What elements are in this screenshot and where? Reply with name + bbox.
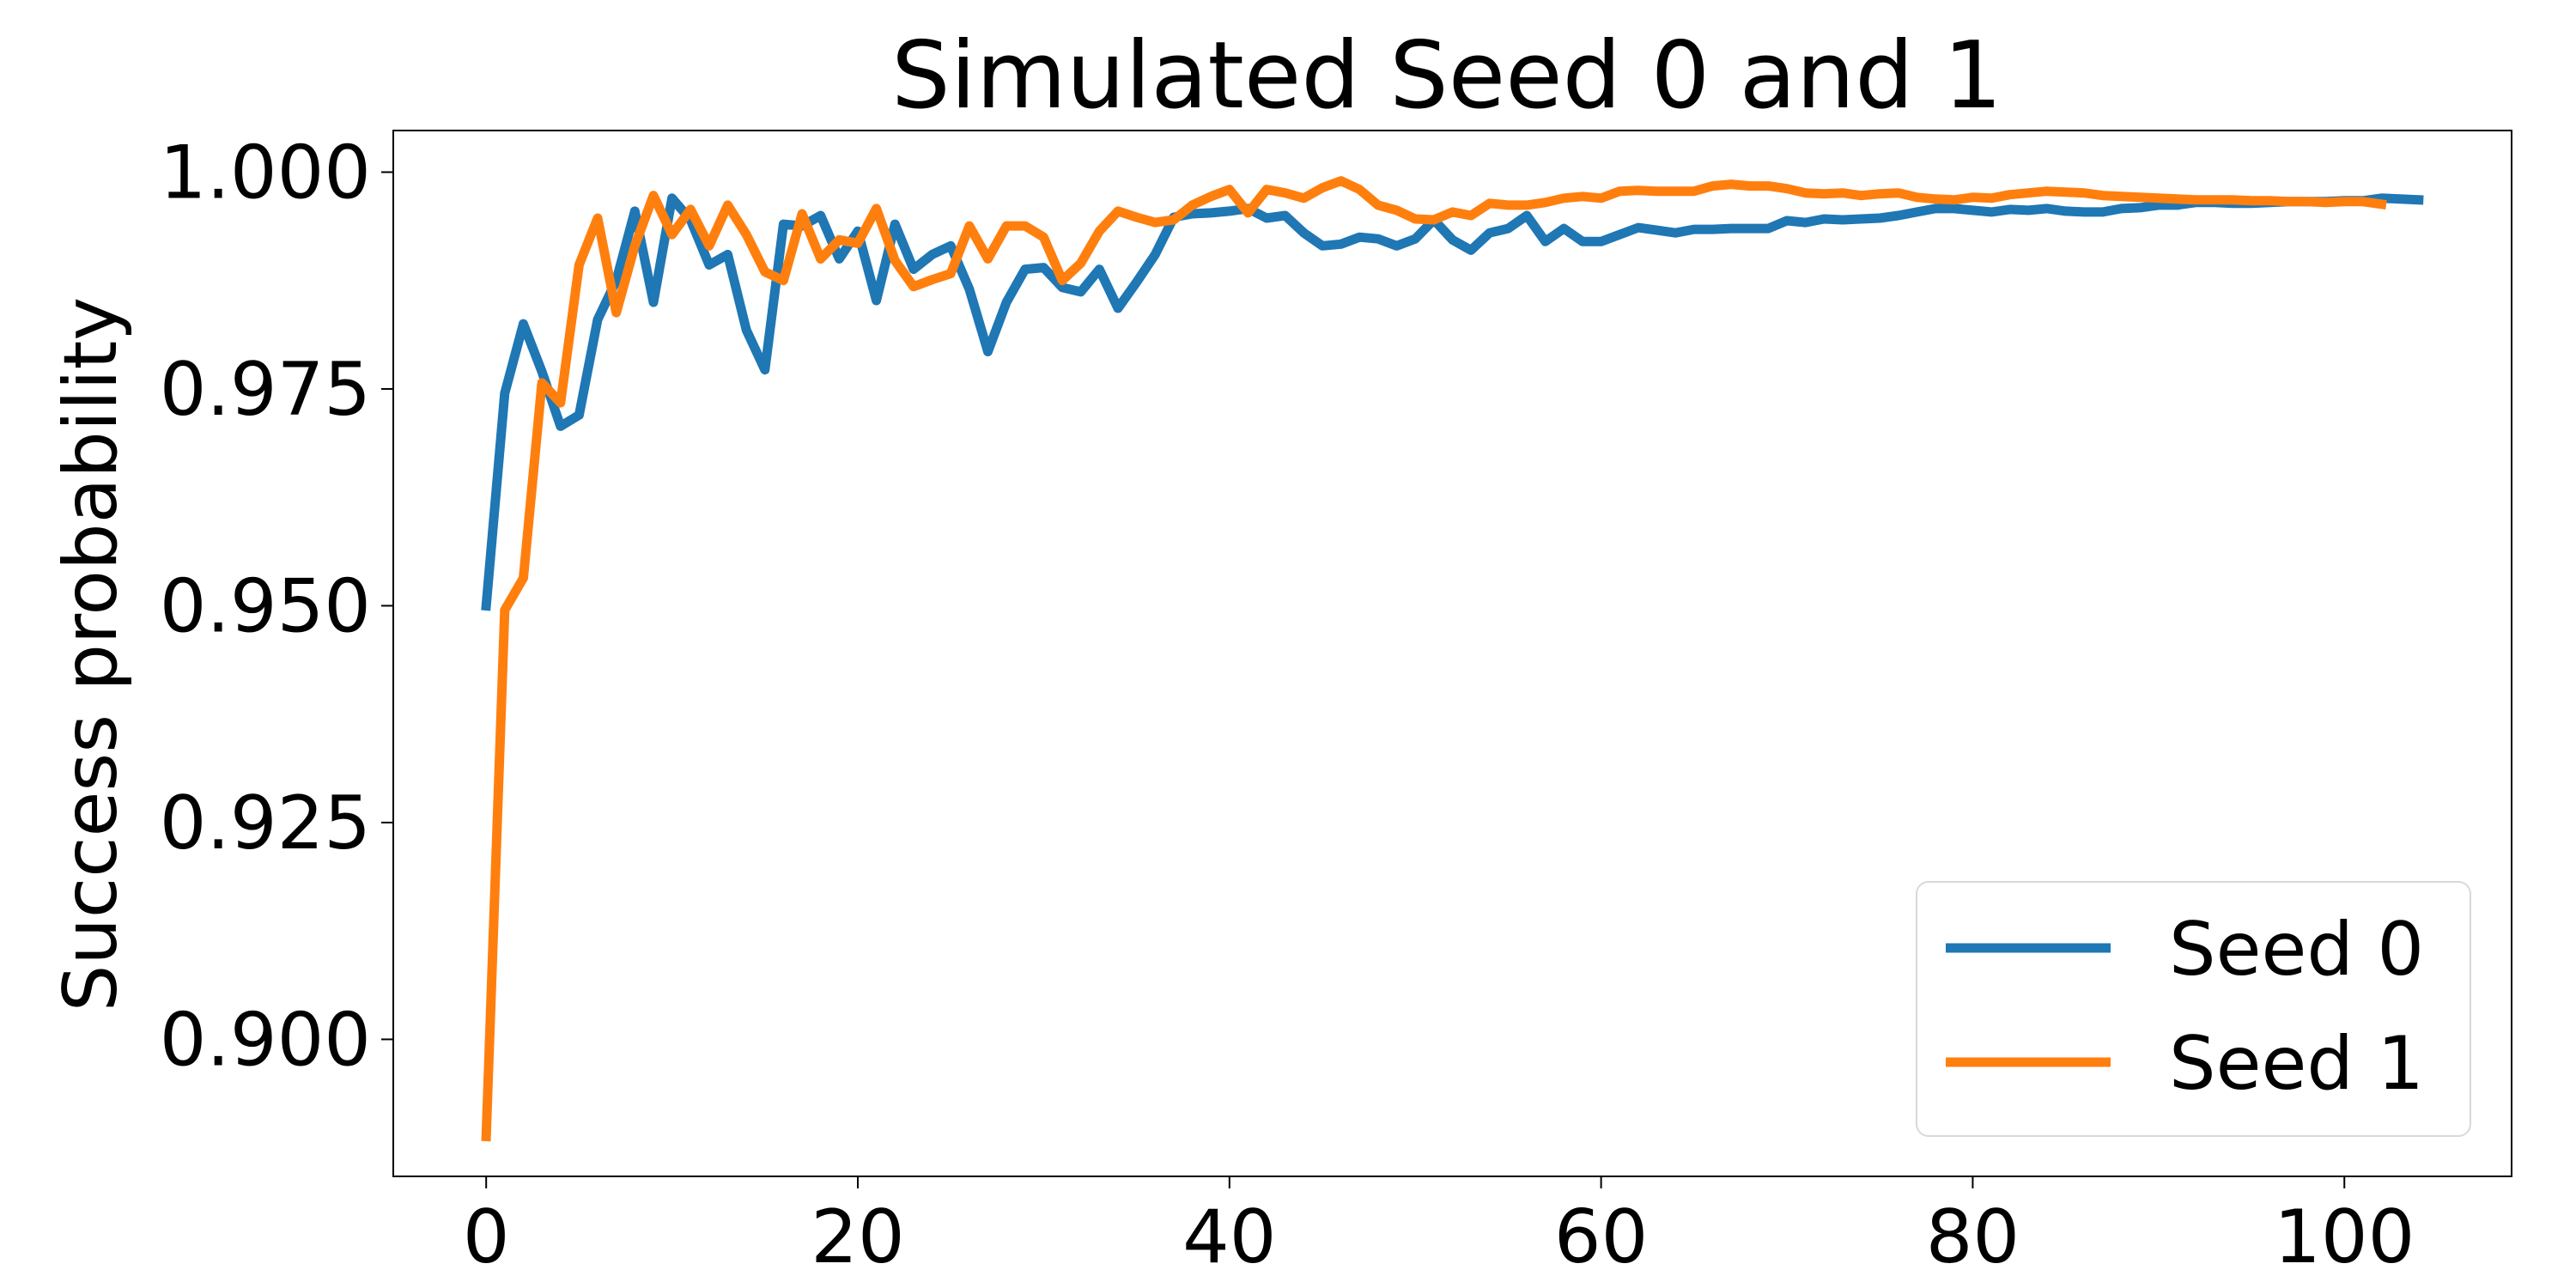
y-axis: 0.900 0.925 0.950 0.975 1.000 [160,130,393,1083]
plot-area [481,176,2424,1142]
x-tick-label: 100 [2274,1194,2415,1280]
y-tick-label: 0.950 [160,563,371,649]
legend-label: Seed 0 [2169,907,2424,993]
x-tick-label: 40 [1182,1194,1276,1280]
x-tick-label: 80 [1926,1194,2020,1280]
legend-label: Seed 1 [2169,1021,2424,1107]
plot-frame [392,130,2512,1177]
x-tick-label: 20 [811,1194,904,1280]
x-tick-label: 60 [1554,1194,1648,1280]
x-tick-label: 0 [463,1194,510,1280]
y-tick-label: 1.000 [160,130,371,216]
y-tick-label: 0.975 [160,347,371,433]
y-axis-label: Success probability [48,297,134,1012]
y-tick-label: 0.900 [160,997,371,1083]
legend: Seed 0 Seed 1 [1916,881,2471,1137]
series-line-seed-1 [481,176,2387,1142]
chart-title: Simulated Seed 0 and 1 [891,22,2002,130]
y-tick-label: 0.925 [160,781,371,866]
x-axis: 0 20 40 60 80 100 [463,1176,2415,1280]
